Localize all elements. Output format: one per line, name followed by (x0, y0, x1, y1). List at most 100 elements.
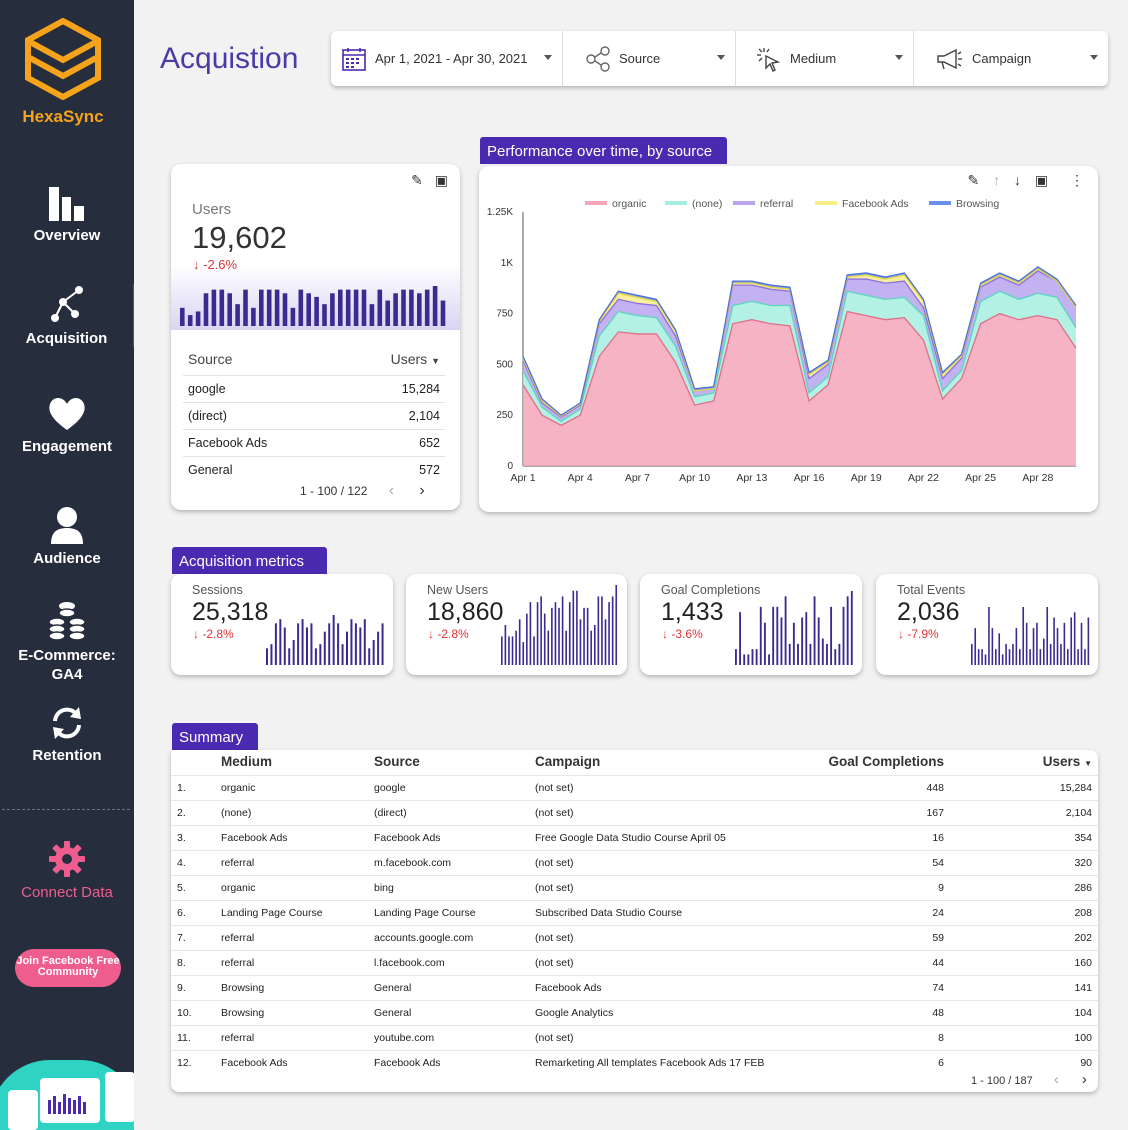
legend-item[interactable]: Facebook Ads (815, 198, 909, 210)
table-row[interactable]: google 15,284 (183, 375, 445, 403)
goal-completions-cell: 167 (789, 800, 950, 826)
spark-bar (1056, 628, 1059, 665)
spark-bar (385, 300, 390, 326)
next-page-icon[interactable]: › (1081, 1071, 1087, 1088)
campaign-filter[interactable]: Campaign (914, 31, 1108, 86)
card-tools: ✎ ▣ (411, 172, 448, 189)
edit-pencil-icon[interactable]: ✎ (411, 172, 423, 188)
spark-bar (511, 636, 514, 665)
chart-settings-icon[interactable]: ▣ (434, 172, 448, 188)
spark-bar (1070, 617, 1073, 665)
users-cell: 104 (950, 1000, 1098, 1026)
column-header-source[interactable]: Source (374, 754, 420, 769)
spark-bar (792, 622, 795, 665)
down-arrow-icon: ↓ (898, 627, 904, 641)
users-card: ✎ ▣ Users 19,602 ↓ -2.6% Source Users ▼ … (171, 164, 460, 510)
spark-bar (768, 654, 770, 665)
spark-bar (203, 293, 209, 326)
index-cell: 6. (171, 900, 215, 926)
spark-bar (974, 628, 977, 665)
chart-settings-icon[interactable]: ▣ (1034, 172, 1049, 188)
table-row[interactable]: 2. (none) (direct) (not set) 167 2,104 (171, 800, 1098, 826)
goal-completions-cell: 6 (789, 1050, 950, 1076)
metric-sparkline (501, 585, 618, 665)
table-row[interactable]: 5. organic bing (not set) 9 286 (171, 875, 1098, 901)
spark-bar (319, 644, 322, 665)
medium-filter[interactable]: Medium (736, 31, 914, 86)
sidebar-item-engagement[interactable]: Engagement (0, 396, 134, 455)
source-cell: youtube.com (368, 1025, 529, 1051)
table-row[interactable]: 8. referral l.facebook.com (not set) 44 160 (171, 950, 1098, 976)
medium-cell: referral (215, 925, 368, 951)
column-header-users[interactable]: Users ▼ (950, 750, 1098, 776)
delta-value: -7.9% (907, 627, 939, 641)
table-row[interactable]: Facebook Ads 652 (183, 429, 445, 457)
spark-bar (363, 619, 366, 665)
source-cell: Facebook Ads (183, 429, 341, 457)
spark-bar (195, 311, 201, 326)
column-header-campaign[interactable]: Campaign (535, 754, 601, 769)
source-filter[interactable]: Source (563, 31, 736, 86)
legend-item[interactable]: (none) (665, 198, 722, 210)
sidebar-item-audience[interactable]: Audience (0, 506, 134, 567)
column-header-label: Users (1042, 754, 1081, 769)
spark-bar (547, 630, 550, 665)
prev-page-icon[interactable]: ‹ (1053, 1071, 1059, 1088)
table-row[interactable]: 10. Browsing General Google Analytics 48 104 (171, 1000, 1098, 1026)
source-cell: google (368, 775, 529, 801)
source-cell: (direct) (368, 800, 529, 826)
promo-bar-icon (48, 1094, 86, 1114)
column-header-users[interactable]: Users ▼ (340, 347, 445, 376)
source-cell: General (183, 456, 341, 483)
legend-item[interactable]: Browsing (929, 198, 999, 210)
spark-bar (536, 602, 539, 665)
date-range-filter[interactable]: Apr 1, 2021 - Apr 30, 2021 (331, 31, 563, 86)
table-row[interactable]: 9. Browsing General Facebook Ads 74 141 (171, 975, 1098, 1001)
legend-item[interactable]: referral (733, 198, 793, 210)
column-header-medium[interactable]: Medium (221, 754, 273, 769)
brand-logo[interactable]: HexaSync (22, 17, 104, 127)
table-row[interactable]: 11. referral youtube.com (not set) 8 100 (171, 1025, 1098, 1051)
sidebar-item-retention[interactable]: Retention (0, 705, 134, 764)
table-row[interactable]: (direct) 2,104 (183, 402, 445, 430)
sidebar-item-ecommerce[interactable]: E-Commerce: GA4 (0, 600, 134, 684)
index-cell: 5. (171, 875, 215, 901)
y-tick-label: 1K (501, 258, 514, 269)
table-row[interactable]: 6. Landing Page Course Landing Page Course… (171, 900, 1098, 926)
promo-graphic (0, 1060, 134, 1130)
sidebar-item-connect-data[interactable]: Connect Data (0, 840, 134, 901)
campaign-cell: (not set) (529, 1025, 789, 1051)
table-row[interactable]: 7. referral accounts.google.com (not set) 59… (171, 925, 1098, 951)
spark-bar (590, 630, 593, 665)
table-row[interactable]: General 572 (183, 456, 445, 483)
spark-bar (522, 642, 525, 665)
spark-bar (850, 591, 853, 665)
column-header-source[interactable]: Source (188, 351, 233, 367)
spark-bar (554, 602, 557, 665)
legend-item[interactable]: organic (585, 198, 646, 210)
campaign-cell: Remarketing All templates Facebook Ads 1… (529, 1050, 789, 1076)
table-row[interactable]: 12. Facebook Ads Facebook Ads Remarketing A… (171, 1050, 1098, 1076)
spark-bar (353, 289, 359, 326)
edit-pencil-icon[interactable]: ✎ (967, 172, 980, 188)
sort-down-icon[interactable]: ↓ (1013, 172, 1021, 188)
table-row[interactable]: 1. organic google (not set) 448 15,284 (171, 775, 1098, 801)
table-row[interactable]: 4. referral m.facebook.com (not set) 54 320 (171, 850, 1098, 876)
table-row[interactable]: 3. Facebook Ads Facebook Ads Free Google Da… (171, 825, 1098, 851)
next-page-icon[interactable]: › (419, 482, 425, 499)
spark-bar (1032, 628, 1035, 665)
prev-page-icon[interactable]: ‹ (388, 482, 395, 499)
campaign-cell: Facebook Ads (529, 975, 789, 1001)
spark-bar (735, 649, 737, 665)
sort-up-icon[interactable]: ↑ (993, 172, 1001, 188)
sidebar-item-label: E-Commerce: GA4 (18, 647, 116, 683)
goal-completions-cell: 9 (789, 875, 950, 901)
pagination-range: 1 - 100 / 187 (971, 1075, 1033, 1087)
column-header-goal-completions[interactable]: Goal Completions (828, 754, 944, 769)
spark-bar (586, 607, 589, 665)
index-cell: 1. (171, 775, 215, 801)
more-vert-icon[interactable]: ⋮ (1070, 172, 1084, 188)
sidebar-item-acquisition[interactable]: Acquisition (0, 284, 134, 347)
sidebar-item-overview[interactable]: Overview (0, 187, 134, 244)
join-community-button[interactable]: Join Facebook Free Community (15, 949, 121, 987)
